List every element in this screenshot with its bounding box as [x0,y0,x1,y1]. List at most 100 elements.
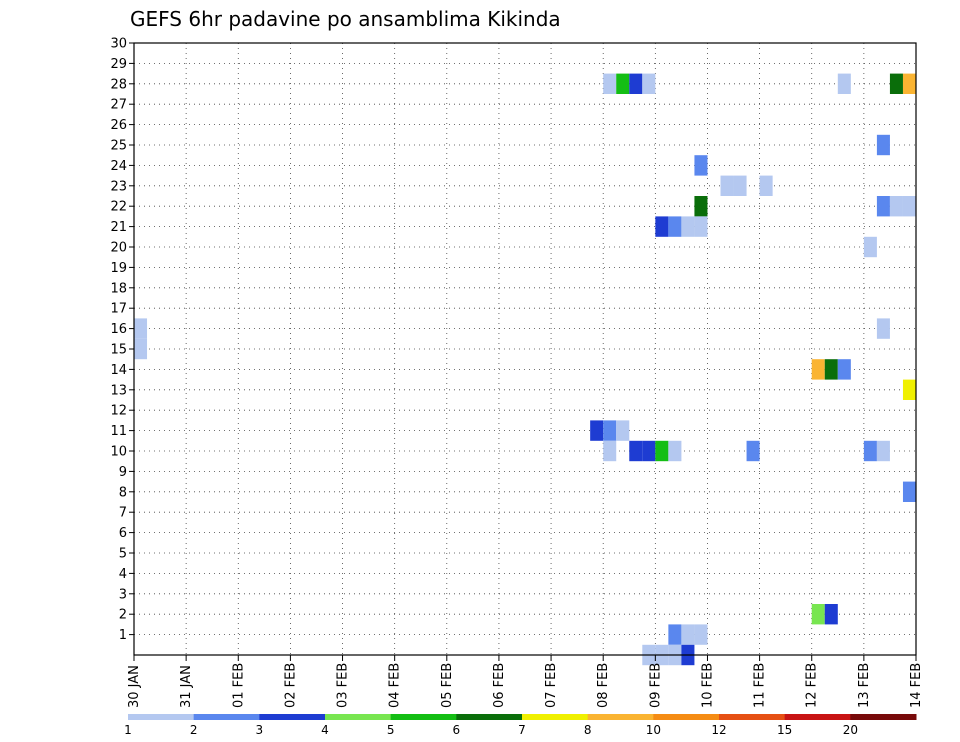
y-tick-label: 29 [110,57,127,72]
data-cell [603,440,617,462]
y-tick-label: 5 [119,547,127,562]
data-cell [655,216,669,237]
x-tick-label: 10 FEB [700,663,715,708]
data-cell [902,196,916,217]
data-cell [876,440,890,462]
colorbar-label: 8 [584,723,592,737]
data-cell [642,440,656,462]
data-cell [759,175,773,196]
data-cell [668,216,682,237]
data-cell [668,440,682,462]
x-tick-label: 05 FEB [440,663,455,708]
y-tick-label: 15 [110,343,127,358]
colorbar-label: 15 [777,723,792,737]
data-cell [134,318,148,339]
y-tick-label: 2 [119,608,127,623]
data-cell [824,604,838,625]
data-cell [902,481,916,502]
data-cell [694,624,708,645]
colorbar-swatch [325,714,392,720]
colorbar-label: 7 [518,723,526,737]
y-tick-label: 25 [110,139,127,154]
data-cell [811,359,825,380]
colorbar-label: 20 [843,723,858,737]
data-cell [616,73,630,94]
colorbar-swatch [390,714,457,720]
grid [134,43,916,655]
data-cell [603,420,617,441]
data-cell [629,440,643,462]
colorbar-label: 12 [711,723,726,737]
data-cell [590,420,604,441]
colorbar-swatch [193,714,260,720]
x-tick-label: 06 FEB [492,663,507,708]
x-tick-label: 01 FEB [231,663,246,708]
x-tick-label: 14 FEB [909,663,924,708]
data-cell [134,338,148,360]
y-axis: 1234567891011121314151617181920212223242… [110,37,134,643]
x-tick-label: 31 JAN [179,665,194,708]
y-tick-label: 3 [119,587,127,602]
y-tick-label: 4 [119,567,127,582]
data-cell [681,216,695,237]
chart-title: GEFS 6hr padavine po ansamblima Kikinda [130,7,561,31]
data-cell [746,440,760,462]
data-cell [694,196,708,217]
y-tick-label: 22 [110,200,127,215]
y-tick-label: 30 [110,37,127,52]
data-cell [629,73,643,94]
data-cell [694,216,708,237]
y-tick-label: 6 [119,526,127,541]
y-tick-label: 14 [110,363,127,378]
x-tick-label: 11 FEB [753,663,768,708]
y-tick-label: 20 [110,241,127,256]
y-tick-label: 21 [110,220,127,235]
colorbar-label: 1 [124,723,132,737]
y-tick-label: 12 [110,404,127,419]
colorbar-swatch [719,714,786,720]
colorbar-swatch [456,714,523,720]
data-cell [668,624,682,645]
data-cell [720,175,734,196]
x-tick-label: 03 FEB [336,663,351,708]
data-cells [134,73,916,666]
colorbar-swatch [784,714,851,720]
colorbar-swatch [128,714,195,720]
colorbar-swatch [259,714,326,720]
y-tick-label: 17 [110,302,127,317]
colorbar-swatch [587,714,654,720]
data-cell [603,73,617,94]
y-tick-label: 16 [110,322,127,337]
x-tick-label: 04 FEB [388,663,403,708]
y-tick-label: 23 [110,179,127,194]
data-cell [902,379,916,400]
y-tick-label: 7 [119,506,127,521]
y-tick-label: 13 [110,383,127,398]
y-tick-label: 10 [110,445,127,460]
y-tick-label: 18 [110,281,127,296]
y-tick-label: 1 [119,628,127,643]
data-cell [902,73,916,94]
colorbar: 1 2 3 4 5 6 7 8 10 12 15 20 [124,714,917,737]
data-cell [863,236,877,258]
y-tick-label: 27 [110,98,127,113]
colorbar-swatch [522,714,589,720]
data-cell [876,134,890,156]
colorbar-swatch [653,714,720,720]
colorbar-label: 3 [256,723,264,737]
colorbar-label: 10 [646,723,661,737]
x-tick-label: 09 FEB [648,663,663,708]
colorbar-label: 2 [190,723,198,737]
colorbar-label: 6 [453,723,461,737]
x-tick-label: 07 FEB [544,663,559,708]
y-tick-label: 19 [110,261,127,276]
data-cell [837,359,851,380]
x-tick-label: 30 JAN [127,665,142,708]
data-cell [681,624,695,645]
y-tick-label: 9 [119,465,127,480]
y-tick-label: 28 [110,77,127,92]
colorbar-label: 4 [321,723,329,737]
y-tick-label: 24 [110,159,127,174]
data-cell [876,318,890,339]
